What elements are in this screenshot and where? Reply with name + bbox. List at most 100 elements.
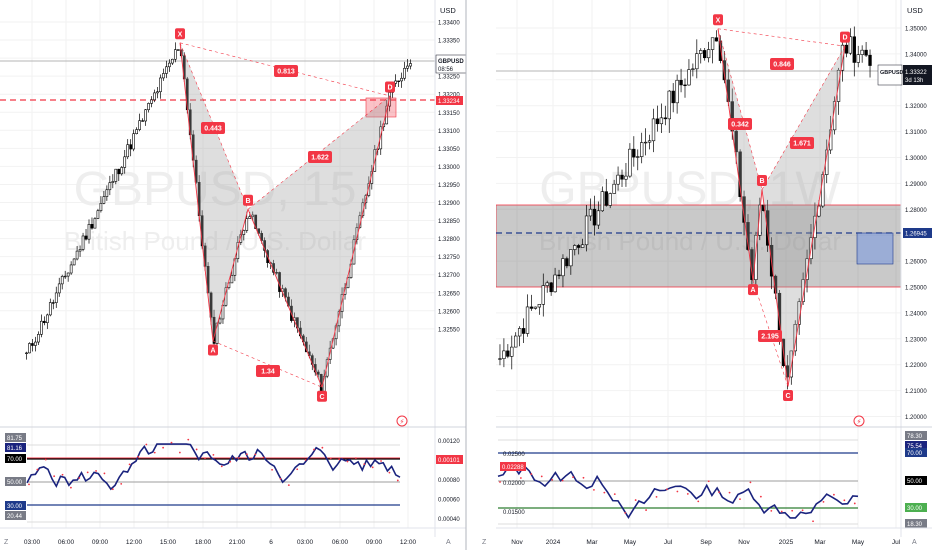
right-ratio-line <box>717 28 763 190</box>
right-target-box <box>856 232 894 265</box>
left-ratio-badge <box>274 65 298 77</box>
osc-badge-label: 50.00 <box>907 479 923 485</box>
price-tick-label: 1.32750 <box>438 255 460 261</box>
left-osc-dot <box>363 463 366 466</box>
right-leg <box>761 189 789 387</box>
right-ratio-label: 0.342 <box>731 122 749 129</box>
right-osc-dot <box>645 509 647 511</box>
left-candle <box>28 343 31 354</box>
price-tick-label: 1.26000 <box>905 260 927 266</box>
right-candle <box>628 148 632 177</box>
right-candle <box>553 274 557 293</box>
left-xab-fill <box>180 42 248 342</box>
right-osc-dot <box>613 493 616 496</box>
right-candle <box>691 68 695 70</box>
right-xab-fill <box>718 28 762 281</box>
time-tick-label: 12:00 <box>126 539 143 546</box>
time-tick-label: 15:00 <box>160 539 177 546</box>
price-tick-label: 1.32000 <box>905 104 927 110</box>
price-tick-label: 1.34000 <box>905 52 927 58</box>
right-candle <box>758 204 762 236</box>
time-tick-label: Jul <box>892 539 901 546</box>
right-point-d <box>840 31 850 43</box>
left-candle <box>176 49 180 51</box>
right-candle <box>765 210 770 246</box>
osc-tick-label: 0.01500 <box>503 510 525 516</box>
left-osc-dot <box>313 448 315 451</box>
right-candle <box>710 37 715 50</box>
left-candle <box>168 62 171 68</box>
right-candle <box>683 84 687 87</box>
left-candle <box>141 120 144 122</box>
left-candle <box>316 371 320 375</box>
osc-tick-label: 0.00120 <box>438 439 460 445</box>
left-candle <box>144 109 147 122</box>
right-osc-dot <box>728 491 731 494</box>
left-osc-dot <box>44 458 47 461</box>
right-osc-dot <box>843 499 846 502</box>
left-candle <box>284 288 287 298</box>
time-tick-label: Nov <box>738 539 750 546</box>
right-candle <box>541 285 545 305</box>
right-candle <box>632 148 636 158</box>
left-osc-dot <box>170 441 173 444</box>
right-candle <box>706 49 711 59</box>
price-tick-label: 1.32900 <box>438 201 460 207</box>
osc-badge-label: 0.02288 <box>502 465 524 471</box>
osc-badge <box>500 462 526 471</box>
left-candle <box>69 264 73 274</box>
right-osc-dot <box>603 491 606 494</box>
right-lightning-icon[interactable] <box>853 415 865 427</box>
left-osc-dot <box>53 475 56 478</box>
osc-badge <box>5 454 26 463</box>
right-candle <box>821 174 825 207</box>
left-osc-dot <box>137 455 139 458</box>
osc-tick-label: 0.02000 <box>503 481 525 487</box>
osc-badge <box>905 476 927 485</box>
right-countdown: 3d 13h <box>905 78 923 84</box>
right-footer-auto[interactable]: A <box>912 539 917 546</box>
left-candle <box>43 320 46 324</box>
left-lightning-icon[interactable] <box>396 415 408 427</box>
right-leg <box>717 28 754 281</box>
right-symbol-badge <box>877 64 903 86</box>
right-candle <box>703 50 707 59</box>
left-osc-dot <box>304 458 307 461</box>
left-candle <box>99 203 103 212</box>
right-point-label: D <box>842 35 847 42</box>
left-candle <box>132 133 135 150</box>
left-candle <box>117 168 121 175</box>
left-time-axis: 03:00 06:00 09:00 12:00 15:00 18:00 21:00 6 03:0… <box>0 527 466 546</box>
left-candle <box>230 274 234 284</box>
right-candle <box>860 49 864 55</box>
left-candle <box>394 80 397 84</box>
osc-badge <box>5 433 26 442</box>
left-bcd-fill <box>248 95 390 388</box>
left-osc-dot <box>204 457 206 460</box>
price-tick-label: 1.33150 <box>438 111 460 117</box>
right-osc-dot <box>749 481 752 484</box>
osc-badge-label: 50.00 <box>7 480 23 486</box>
left-footer-z[interactable]: Z <box>4 539 9 546</box>
right-footer-z[interactable]: Z <box>482 539 487 546</box>
left-osc-dot <box>162 446 165 449</box>
left-candle <box>275 272 278 274</box>
left-osc-dot <box>329 457 332 460</box>
right-candle <box>722 60 727 81</box>
left-footer-auto[interactable]: A <box>446 539 451 546</box>
price-tick-label: 1.24000 <box>905 311 927 317</box>
left-osc-dot <box>321 446 324 449</box>
left-candle <box>212 316 216 344</box>
left-candle <box>400 77 403 82</box>
left-candle <box>209 292 213 318</box>
right-candle <box>738 151 742 197</box>
price-tick-label: 1.23000 <box>905 337 927 343</box>
left-point-a <box>208 344 218 356</box>
osc-badge-label: 81.16 <box>7 446 23 452</box>
left-candle <box>81 235 85 250</box>
price-tick-label: 1.33100 <box>438 129 460 135</box>
left-candle <box>40 320 43 335</box>
price-tick-label: 1.32650 <box>438 291 460 297</box>
right-candle <box>584 215 589 246</box>
